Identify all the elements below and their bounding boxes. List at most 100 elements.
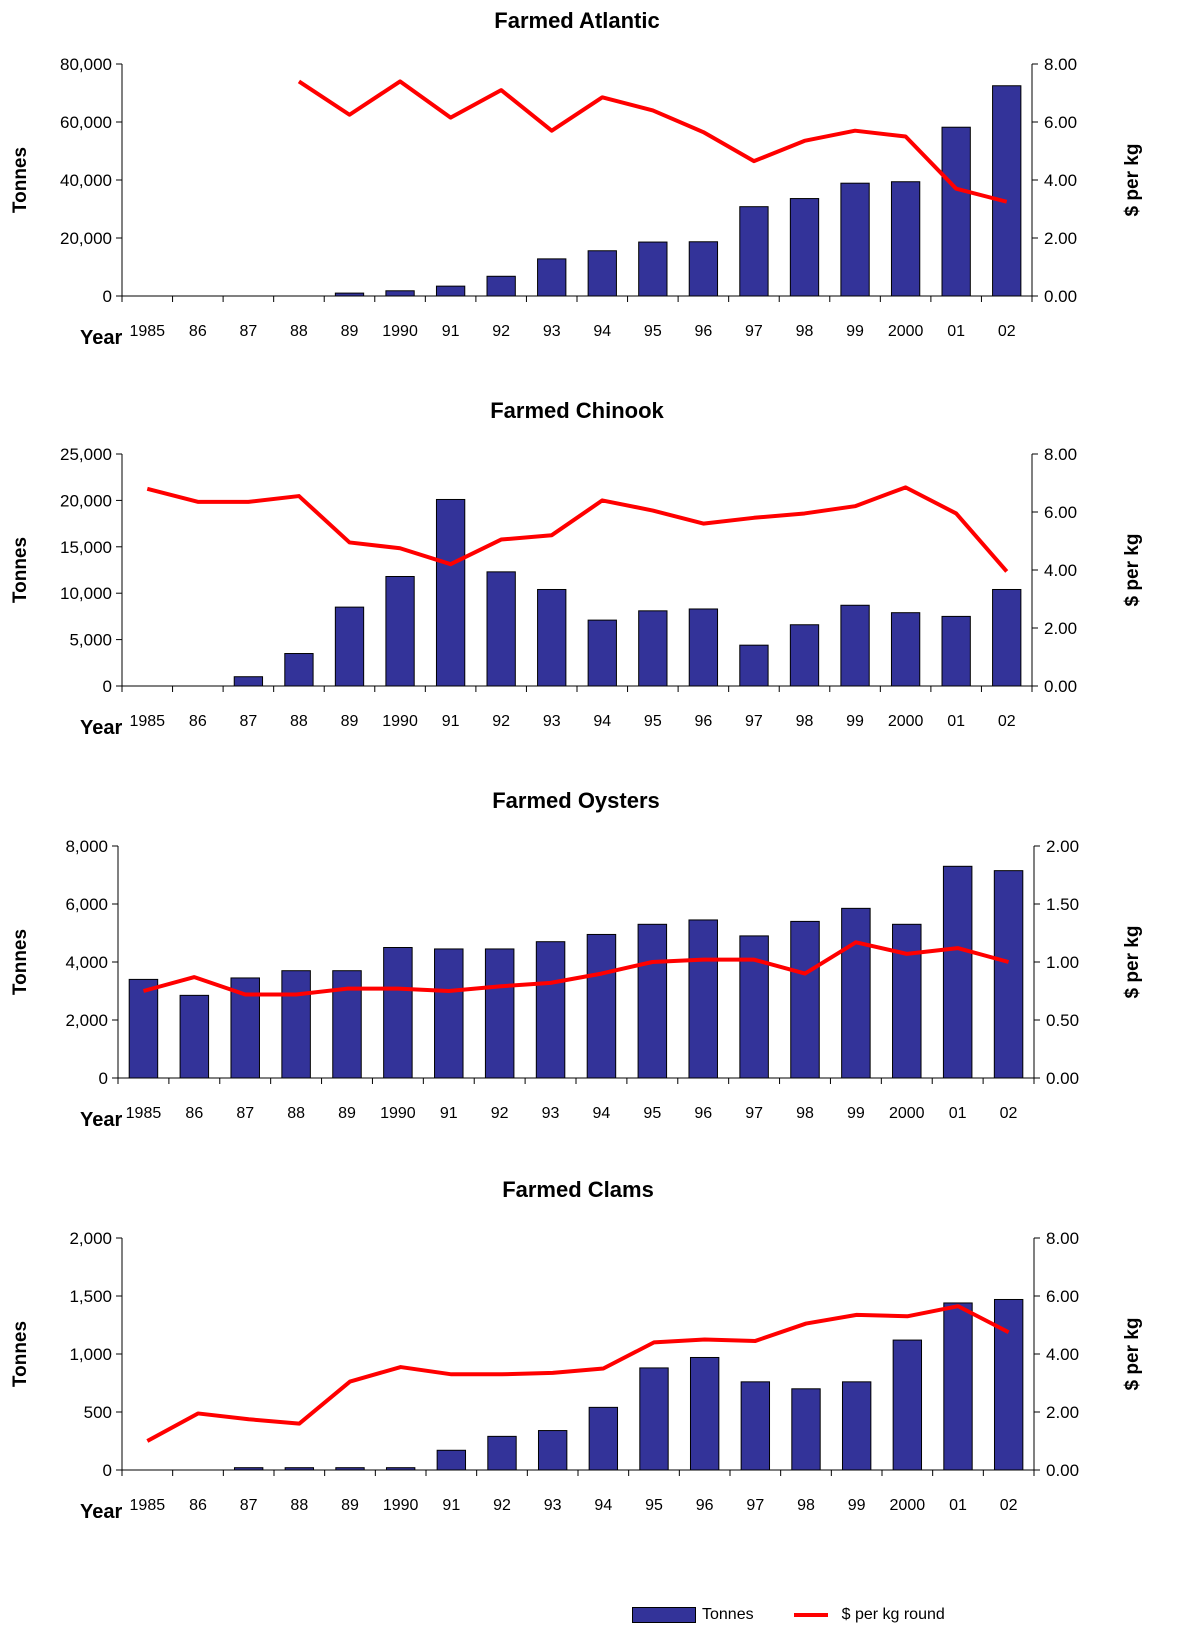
x-tick-label: 94 <box>594 1497 612 1514</box>
bar <box>638 241 668 297</box>
x-tick-label: 98 <box>797 1497 815 1514</box>
x-tick-label: 91 <box>440 1105 458 1122</box>
x-tick-label: 93 <box>544 1497 562 1514</box>
bar <box>688 919 718 1079</box>
y2-tick-label: 1.00 <box>1046 953 1079 972</box>
bar <box>789 624 820 687</box>
y2-tick-label: 6.00 <box>1044 503 1077 522</box>
bar <box>941 126 971 297</box>
bar <box>128 978 159 1079</box>
x-tick-label: 91 <box>442 323 460 340</box>
bar <box>993 870 1024 1079</box>
x-tick-label: 1985 <box>126 1105 162 1122</box>
price-line <box>146 1304 1010 1443</box>
bar <box>890 181 921 297</box>
x-tick-label: 86 <box>189 323 207 340</box>
y2-tick-label: 0.50 <box>1046 1011 1079 1030</box>
bar <box>993 1298 1024 1471</box>
bar <box>434 948 464 1079</box>
bar <box>487 1435 517 1471</box>
x-tick-label: 89 <box>341 713 359 730</box>
bar <box>486 275 516 297</box>
y-tick-label: 25,000 <box>60 445 112 464</box>
x-tick-label: 1990 <box>382 323 418 340</box>
x-tick-label: 1985 <box>129 323 165 340</box>
x-tick-label: 98 <box>796 323 814 340</box>
x-tick-label: 1985 <box>130 1497 166 1514</box>
y2-tick-label: 8.00 <box>1044 55 1077 74</box>
y-tick-label: 4,000 <box>65 953 108 972</box>
x-tick-label: 97 <box>745 1105 763 1122</box>
bar <box>943 1302 973 1471</box>
bar <box>334 606 365 687</box>
bar <box>941 615 971 687</box>
x-tick-label: 88 <box>287 1105 305 1122</box>
y2-tick-label: 0.00 <box>1044 677 1077 696</box>
bar <box>740 1381 771 1471</box>
bar <box>281 970 311 1079</box>
bar <box>892 1339 923 1471</box>
bar <box>537 258 567 297</box>
legend-bar-swatch <box>632 1607 696 1623</box>
x-axis-title: Year <box>80 1501 122 1523</box>
y-tick-label: 5,000 <box>69 631 112 650</box>
y-tick-label: 60,000 <box>60 113 112 132</box>
x-tick-label: 98 <box>796 713 814 730</box>
bar <box>638 610 668 687</box>
price-line <box>146 485 1009 573</box>
y-axis-title: Tonnes <box>10 537 31 603</box>
bar <box>639 1367 669 1471</box>
y2-tick-label: 4.00 <box>1044 171 1077 190</box>
bar <box>739 935 769 1079</box>
y-tick-label: 500 <box>84 1403 112 1422</box>
bar <box>790 920 820 1079</box>
y2-tick-label: 2.00 <box>1044 229 1077 248</box>
y2-axis-title: $ per kg <box>1122 926 1143 999</box>
legend-label-tonnes: Tonnes <box>702 1606 754 1623</box>
bar <box>688 241 719 297</box>
y-axis-title: Tonnes <box>10 1321 31 1387</box>
x-tick-label: 95 <box>644 713 662 730</box>
chart-title: Farmed Chinook <box>490 398 664 423</box>
x-tick-label: 2000 <box>888 713 924 730</box>
bar <box>435 498 466 687</box>
x-tick-label: 88 <box>290 323 308 340</box>
x-tick-label: 01 <box>949 1105 967 1122</box>
y-tick-label: 0 <box>103 677 112 696</box>
y2-tick-label: 8.00 <box>1046 1229 1079 1248</box>
y2-tick-label: 2.00 <box>1044 619 1077 638</box>
y-tick-label: 0 <box>103 287 112 306</box>
x-tick-label: 02 <box>998 713 1016 730</box>
y-tick-label: 0 <box>103 1461 112 1480</box>
x-tick-label: 89 <box>341 1497 359 1514</box>
bar <box>587 619 617 687</box>
y2-tick-label: 0.00 <box>1046 1069 1079 1088</box>
x-tick-label: 99 <box>848 1497 866 1514</box>
x-tick-label: 2000 <box>888 323 924 340</box>
x-tick-label: 94 <box>593 713 611 730</box>
bar <box>890 612 921 687</box>
bar <box>385 575 415 687</box>
x-tick-label: 01 <box>947 713 965 730</box>
y-tick-label: 1,000 <box>69 1345 112 1364</box>
x-tick-label: 88 <box>290 1497 308 1514</box>
y2-tick-label: 2.00 <box>1046 1403 1079 1422</box>
bar <box>435 285 466 297</box>
y2-axis-title: $ per kg <box>1122 1318 1143 1391</box>
y-axis-title: Tonnes <box>10 929 31 995</box>
x-tick-label: 1990 <box>383 1497 419 1514</box>
x-tick-label: 99 <box>846 323 864 340</box>
y-tick-label: 10,000 <box>60 584 112 603</box>
x-tick-label: 97 <box>745 323 763 340</box>
y-tick-label: 2,000 <box>69 1229 112 1248</box>
bar <box>840 182 870 297</box>
bar <box>334 292 365 297</box>
x-tick-label: 92 <box>493 1497 511 1514</box>
x-tick-label: 92 <box>492 323 510 340</box>
x-tick-label: 86 <box>189 1497 207 1514</box>
bar <box>992 588 1022 687</box>
y2-tick-label: 0.00 <box>1044 287 1077 306</box>
x-tick-label: 02 <box>1000 1105 1018 1122</box>
x-tick-label: 01 <box>949 1497 967 1514</box>
y-tick-label: 80,000 <box>60 55 112 74</box>
